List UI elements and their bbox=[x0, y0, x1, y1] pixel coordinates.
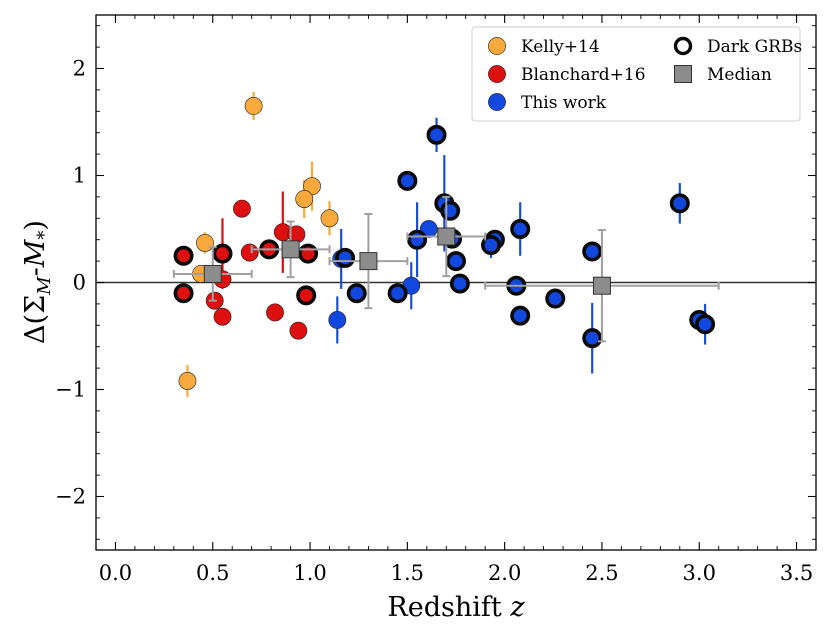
legend-marker-kelly bbox=[488, 37, 506, 55]
x-axis-title-var: z bbox=[509, 592, 525, 623]
x-tick-label: 2.0 bbox=[488, 561, 521, 585]
legend-marker-blanchard bbox=[488, 65, 506, 83]
dark-grb-point bbox=[173, 245, 194, 266]
y-title-dash: - bbox=[20, 267, 51, 276]
median-point bbox=[359, 252, 378, 271]
data-point bbox=[328, 311, 347, 329]
data-point bbox=[244, 97, 263, 115]
data-point bbox=[266, 303, 284, 322]
legend-label: Median bbox=[707, 65, 772, 85]
legend-marker-thiswork bbox=[488, 93, 506, 111]
dark-grb-point bbox=[545, 288, 566, 309]
median-point bbox=[203, 264, 222, 283]
dark-grb-point bbox=[481, 235, 502, 256]
legend-label: Blanchard+16 bbox=[521, 65, 646, 85]
dark-grb-point bbox=[397, 170, 418, 191]
median-point bbox=[281, 240, 300, 259]
data-point bbox=[233, 199, 251, 218]
y-title-m: M bbox=[20, 238, 51, 268]
x-tick-label: 3.5 bbox=[780, 561, 813, 585]
median-point bbox=[437, 227, 456, 246]
legend-label: Kelly+14 bbox=[521, 37, 600, 57]
data-point bbox=[196, 234, 214, 252]
y-title-close: ) bbox=[20, 220, 51, 231]
dark-grb-point bbox=[449, 273, 470, 294]
x-tick-label: 0.5 bbox=[196, 561, 229, 585]
dark-grb-point bbox=[582, 241, 603, 262]
x-tick-label: 3.0 bbox=[683, 561, 716, 585]
y-tick-label: 2 bbox=[73, 57, 86, 81]
dark-grb-point bbox=[212, 243, 233, 264]
legend-marker-dark-grbs bbox=[673, 36, 693, 56]
dark-grb-point bbox=[695, 314, 716, 335]
data-point bbox=[240, 243, 259, 262]
y-title-sub-m: M bbox=[34, 276, 55, 296]
dark-grb-point bbox=[510, 305, 531, 326]
x-tick-label: 2.5 bbox=[585, 561, 618, 585]
axis-ticks: 0.0 0.5 1.0 1.5 2.0 2.5 3.0 3.5 −2 −1 0 1 2 bbox=[55, 15, 817, 585]
x-tick-label: 1.5 bbox=[391, 561, 424, 585]
dark-grb-point bbox=[346, 283, 367, 304]
y-tick-label: −1 bbox=[55, 378, 86, 402]
dark-grb-point bbox=[582, 328, 603, 349]
x-axis-title-text: Redshift bbox=[387, 592, 501, 623]
y-tick-label: −2 bbox=[55, 485, 86, 509]
dark-grb-point bbox=[669, 193, 690, 214]
legend-label: This work bbox=[521, 93, 607, 113]
median-point bbox=[592, 276, 611, 295]
dark-grb-point bbox=[296, 285, 317, 306]
dark-grb-point bbox=[298, 243, 319, 264]
data-point bbox=[289, 321, 308, 340]
dark-grb-point bbox=[426, 124, 447, 145]
y-tick-label: 1 bbox=[73, 164, 86, 188]
y-title-delta-sigma: Δ(Σ bbox=[20, 295, 51, 344]
y-axis-title: Δ(ΣM-M*) bbox=[20, 220, 55, 344]
y-tick-label: 0 bbox=[73, 271, 86, 295]
dark-grb-point bbox=[173, 283, 194, 304]
dark-grb-point bbox=[407, 229, 428, 250]
legend-marker-median bbox=[674, 65, 692, 83]
legend-box bbox=[471, 26, 801, 122]
x-axis-title: Redshift z bbox=[387, 592, 525, 623]
legend: Kelly+14 Blanchard+16 This work Dark GRBs Me… bbox=[471, 26, 802, 122]
x-tick-label: 1.0 bbox=[293, 561, 326, 585]
legend-label: Dark GRBs bbox=[707, 37, 802, 57]
data-point bbox=[320, 209, 339, 228]
data-point bbox=[178, 372, 197, 390]
dark-grb-point bbox=[440, 200, 461, 221]
y-title-star: * bbox=[34, 231, 55, 240]
data-points bbox=[172, 92, 720, 397]
dark-grb-point bbox=[387, 283, 408, 304]
data-point bbox=[295, 190, 314, 208]
x-tick-label: 0.0 bbox=[99, 561, 132, 585]
dark-grb-point bbox=[445, 251, 466, 272]
data-point bbox=[213, 307, 232, 326]
dark-grb-point bbox=[335, 247, 356, 268]
dark-grb-point bbox=[510, 219, 531, 240]
